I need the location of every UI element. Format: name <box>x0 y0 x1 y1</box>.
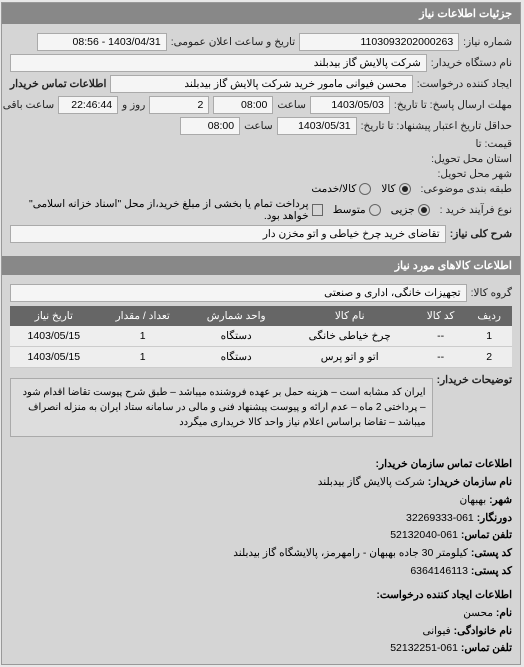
creator-family-label: نام خانوادگی: <box>455 625 513 637</box>
creator-panel-title: اطلاعات ایجاد کننده درخواست: <box>11 587 513 605</box>
contact-phone-label: تلفن تماس: <box>462 529 513 541</box>
pay-motevaset[interactable]: متوسط <box>334 204 382 216</box>
valid-label: حداقل تاریخ اعتبار پیشنهاد: تا تاریخ: <box>362 120 513 132</box>
cell: 1 <box>99 326 189 347</box>
col-code: کد کالا <box>416 306 468 326</box>
col-unit: واحد شمارش <box>189 306 286 326</box>
deadline-time: 08:00 <box>214 96 274 114</box>
announce-field: 1403/04/31 - 08:56 <box>38 33 168 51</box>
group-label: گروه کالا: <box>472 287 513 299</box>
deadline-date: 1403/05/03 <box>311 96 391 114</box>
remain-label: ساعت باقی مانده <box>0 99 55 111</box>
post-label: کد پستی: <box>472 547 513 559</box>
remain-value: 22:46:44 <box>59 96 119 114</box>
cell: 1 <box>467 326 513 347</box>
postcode-value: 6364146113 <box>411 565 469 577</box>
items-table: ردیف کد کالا نام کالا واحد شمارش تعداد /… <box>11 306 513 368</box>
req-no-field: 1103093202000263 <box>300 33 460 51</box>
radio-icon <box>360 183 372 195</box>
central-value: 061-32269333 <box>407 512 475 524</box>
notes-label: توضیحات خریدار: <box>438 374 513 386</box>
pay-note-check[interactable]: پرداخت تمام یا بخشی از مبلغ خرید،از محل … <box>11 198 324 222</box>
table-row[interactable]: 1 -- چرخ خیاطی خانگی دستگاه 1 1403/05/15 <box>11 326 513 347</box>
items-section-title: اطلاعات کالاهای مورد نیاز <box>3 256 521 275</box>
col-qty: تعداد / مقدار <box>99 306 189 326</box>
class-khadamat[interactable]: کالا/خدمت <box>312 183 372 195</box>
class-kala-text: کالا <box>382 183 396 195</box>
radio-icon <box>370 204 382 216</box>
checkbox-icon <box>313 204 324 216</box>
pay-note-text: پرداخت تمام یا بخشی از مبلغ خرید،از محل … <box>11 198 310 222</box>
price-label: قیمت: تا <box>476 138 513 150</box>
requester-field: محسن فیوانی مامور خرید شرکت پالایش گاز ب… <box>111 75 413 93</box>
city-label: شهر محل تحویل: <box>438 168 513 180</box>
pay-label: نوع فرآیند خرید : <box>441 204 513 216</box>
post-value: کیلومتر 30 جاده بهبهان - رامهرمز، پالایش… <box>234 547 469 559</box>
notes-box: ایران کد مشابه است – هزینه حمل بر عهده ف… <box>11 378 434 437</box>
creator-family-value: فیوانی <box>423 625 451 637</box>
valid-date: 1403/05/31 <box>278 117 358 135</box>
org-value: شرکت پالایش گاز بیدبلند <box>319 476 426 488</box>
items-section: گروه کالا: تجهیزات خانگی، اداری و صنعتی … <box>3 275 521 450</box>
contact-section: اطلاعات تماس سازمان خریدار: نام سازمان خ… <box>3 450 521 664</box>
header-section: شماره نیاز: 1103093202000263 تاریخ و ساع… <box>3 24 521 252</box>
cell: 1403/05/15 <box>11 347 99 368</box>
buyer-field: شرکت پالایش گاز بیدبلند <box>11 54 428 72</box>
contact-label[interactable]: اطلاعات تماس خریدار <box>11 78 107 90</box>
cell: 1 <box>99 347 189 368</box>
contact-panel-title: اطلاعات تماس سازمان خریدار: <box>11 456 513 474</box>
cell: دستگاه <box>189 347 286 368</box>
org-label: نام سازمان خریدار: <box>429 476 513 488</box>
saat-label-2: ساعت <box>245 120 274 132</box>
subject-field: تقاضای خرید چرخ خیاطی و اتو مخزن دار <box>11 225 447 243</box>
col-date: تاریخ نیاز <box>11 306 99 326</box>
pay-jari-text: جزیی <box>392 204 416 216</box>
panel-title: جزئیات اطلاعات نیاز <box>3 3 521 24</box>
details-panel: جزئیات اطلاعات نیاز شماره نیاز: 11030932… <box>2 2 522 665</box>
contact-city-value: بهبهان <box>460 494 487 506</box>
creator-phone-value: 061-52132251 <box>391 642 459 654</box>
cell: اتو و اتو پرس <box>286 347 416 368</box>
req-no-label: شماره نیاز: <box>464 36 513 48</box>
cell: -- <box>416 326 468 347</box>
contact-phone-value: 061-52132040 <box>391 529 459 541</box>
province-label: استان محل تحویل: <box>432 153 513 165</box>
creator-name-value: محسن <box>464 607 494 619</box>
pay-jari[interactable]: جزیی <box>392 204 431 216</box>
central-label: دورنگار: <box>478 512 513 524</box>
col-name: نام کالا <box>286 306 416 326</box>
days-value: 2 <box>150 96 210 114</box>
cell: 2 <box>467 347 513 368</box>
deadline-label: مهلت ارسال پاسخ: تا تاریخ: <box>395 99 513 111</box>
group-field: تجهیزات خانگی، اداری و صنعتی <box>11 284 468 302</box>
valid-time: 08:00 <box>181 117 241 135</box>
class-label: طبقه بندی موضوعی: <box>422 183 513 195</box>
announce-label: تاریخ و ساعت اعلان عمومی: <box>172 36 296 48</box>
radio-checked-icon <box>400 183 412 195</box>
days-label: روز و <box>123 99 146 111</box>
creator-name-label: نام: <box>497 607 513 619</box>
pay-motevaset-text: متوسط <box>334 204 367 216</box>
cell: 1403/05/15 <box>11 326 99 347</box>
creator-phone-label: تلفن تماس: <box>462 642 513 654</box>
table-header-row: ردیف کد کالا نام کالا واحد شمارش تعداد /… <box>11 306 513 326</box>
cell: -- <box>416 347 468 368</box>
radio-checked-icon <box>419 204 431 216</box>
col-row: ردیف <box>467 306 513 326</box>
cell: چرخ خیاطی خانگی <box>286 326 416 347</box>
subject-label: شرح کلی نیاز: <box>451 228 513 240</box>
class-khadamat-text: کالا/خدمت <box>312 183 357 195</box>
cell: دستگاه <box>189 326 286 347</box>
contact-city-label: شهر: <box>490 494 513 506</box>
saat-label-1: ساعت <box>278 99 307 111</box>
buyer-label: نام دستگاه خریدار: <box>432 57 513 69</box>
table-row[interactable]: 2 -- اتو و اتو پرس دستگاه 1 1403/05/15 <box>11 347 513 368</box>
class-kala[interactable]: کالا <box>382 183 411 195</box>
requester-label: ایجاد کننده درخواست: <box>418 78 513 90</box>
postcode-label: کد پستی: <box>472 565 513 577</box>
